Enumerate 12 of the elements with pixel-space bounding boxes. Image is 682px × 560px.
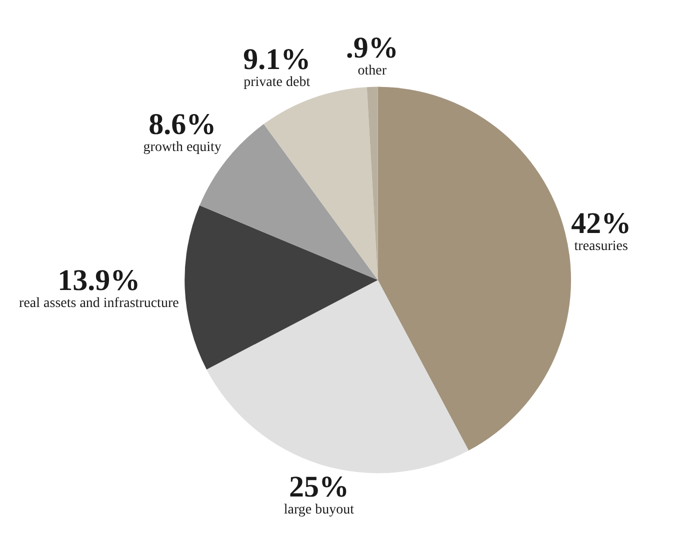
data-label: 9.1%	[243, 43, 311, 76]
data-label: 13.9%	[58, 264, 140, 298]
slice-label: other	[358, 63, 387, 78]
slice-label: private debt	[244, 75, 310, 90]
slice-label: treasuries	[574, 238, 628, 254]
data-label: 8.6%	[148, 108, 216, 141]
slice-label: large buyout	[284, 502, 354, 518]
slice-label: growth equity	[143, 140, 222, 155]
slice-label: real assets and infrastructure	[19, 296, 179, 312]
data-label: 42%	[571, 206, 632, 240]
data-label: 25%	[288, 470, 349, 504]
data-label: .9%	[346, 31, 398, 64]
